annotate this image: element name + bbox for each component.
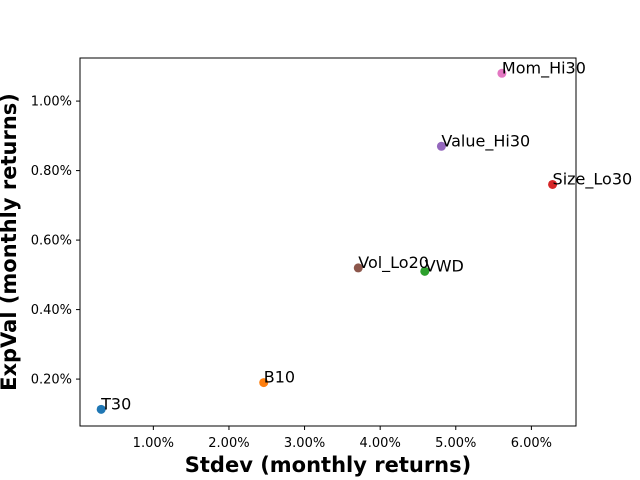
data-points xyxy=(96,68,558,414)
y-tick-label: 0.80% xyxy=(31,164,72,179)
data-point xyxy=(436,141,446,151)
y-axis-ticks: 0.20% 0.40% 0.60% 0.80% 1.00% xyxy=(31,95,80,388)
y-tick-label: 0.20% xyxy=(31,373,72,388)
point-label: VWD xyxy=(425,256,464,275)
x-tick-label: 2.00% xyxy=(208,436,249,451)
x-tick-label: 4.00% xyxy=(360,436,401,451)
data-point xyxy=(353,263,363,273)
x-tick-label: 6.00% xyxy=(511,436,552,451)
point-label: B10 xyxy=(264,368,295,387)
point-label: Value_Hi30 xyxy=(441,131,530,151)
x-tick-label: 5.00% xyxy=(435,436,476,451)
x-axis-title: Stdev (monthly returns) xyxy=(185,453,471,477)
x-tick-label: 3.00% xyxy=(284,436,325,451)
point-labels: T30 B10 VWD Size_Lo30 Value_Hi30 Vol_Lo20 Mom_… xyxy=(100,58,632,413)
x-tick-label: 1.00% xyxy=(133,436,174,451)
point-label: Size_Lo30 xyxy=(553,169,633,189)
data-point xyxy=(420,266,430,276)
data-point xyxy=(548,179,558,189)
data-point xyxy=(497,68,507,78)
y-tick-label: 0.60% xyxy=(31,234,72,249)
y-axis-title: ExpVal (monthly returns) xyxy=(0,93,21,391)
point-label: Mom_Hi30 xyxy=(502,58,586,78)
y-tick-label: 0.40% xyxy=(31,303,72,318)
data-point xyxy=(259,378,269,388)
x-axis-ticks: 1.00% 2.00% 3.00% 4.00% 5.00% 6.00% xyxy=(133,426,552,451)
plot-area-frame xyxy=(79,57,577,427)
y-tick-label: 1.00% xyxy=(31,95,72,110)
point-label: T30 xyxy=(100,394,131,413)
point-label: Vol_Lo20 xyxy=(358,253,429,273)
data-point xyxy=(96,404,106,414)
